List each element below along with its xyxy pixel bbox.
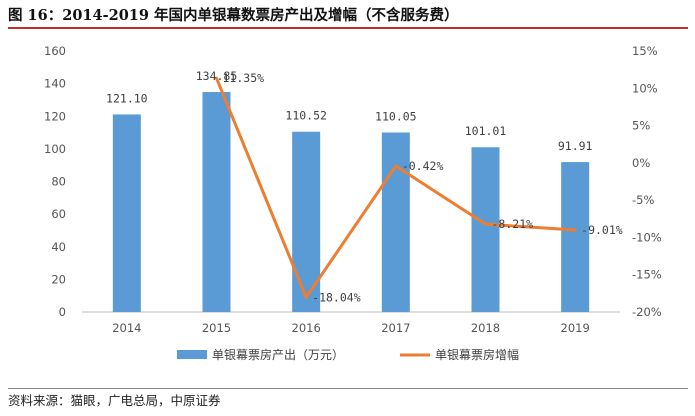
legend-bar-label: 单银幕票房产出（万元） [212,347,344,362]
bar [381,132,410,312]
bar-value-label: 110.52 [285,109,327,123]
line-value-label: -8.21% [492,217,534,231]
y-right-tick-label: 5% [632,119,650,133]
x-tick-label: 2016 [292,321,321,335]
y-right-tick-label: -15% [632,268,662,282]
y-left-tick-label: 100 [44,142,66,156]
x-tick-label: 2015 [202,321,231,335]
bar-value-label: 101.01 [465,124,507,138]
bar [112,114,141,312]
y-right-tick-label: -20% [632,305,662,319]
line-series [215,76,577,299]
y-left-tick-label: 160 [44,44,66,58]
y-left-tick-label: 140 [44,77,66,91]
y-right-tick-label: -5% [632,193,654,207]
legend-bar-swatch [177,350,207,359]
line-value-label: -9.01% [581,223,623,237]
line-value-label: 11.35% [223,71,265,85]
x-tick-label: 2017 [381,321,410,335]
x-tick-label: 2018 [471,321,500,335]
bar [202,92,231,312]
bar-value-label: 134.85 [196,69,238,83]
bar [561,162,590,312]
bar-value-label: 91.91 [558,139,593,153]
y-right-tick-label: -10% [632,230,662,244]
legend: 单银幕票房产出（万元） 单银幕票房增幅 [177,347,519,362]
x-tick-label: 2014 [112,321,141,335]
line-value-label: -18.04% [312,290,361,304]
bar-value-label: 121.10 [106,91,148,105]
chart-axes: 0 20 40 60 80 100 120 140 160 -20% -15% -10% -5% 0% 5%… [44,44,662,335]
bar-value-label: 110.05 [375,109,417,123]
data-labels: 121.10 134.85 110.52 110.05 101.01 91.91 11.35… [106,69,623,304]
y-left-tick-label: 40 [51,240,66,254]
bar [471,147,500,312]
y-right-tick-label: 0% [632,156,650,170]
y-left-tick-label: 20 [51,272,66,286]
growth-line [215,76,577,299]
y-left-tick-label: 0 [59,305,66,319]
line-value-label: -0.42% [402,159,444,173]
y-left-tick-label: 120 [44,109,66,123]
y-left-tick-label: 60 [51,207,66,221]
legend-line-label: 单银幕票房增幅 [435,347,519,362]
y-right-tick-label: 10% [632,81,658,95]
figure-title: 图 16：2014-2019 年国内单银幕数票房产出及增幅（不含服务费） [8,3,688,29]
y-left-tick-label: 80 [51,175,66,189]
bar-series [112,92,590,312]
x-tick-label: 2019 [561,321,590,335]
y-right-tick-label: 15% [632,44,658,58]
figure-source: 资料来源：猫眼，广电总局，中原证券 [8,388,688,412]
